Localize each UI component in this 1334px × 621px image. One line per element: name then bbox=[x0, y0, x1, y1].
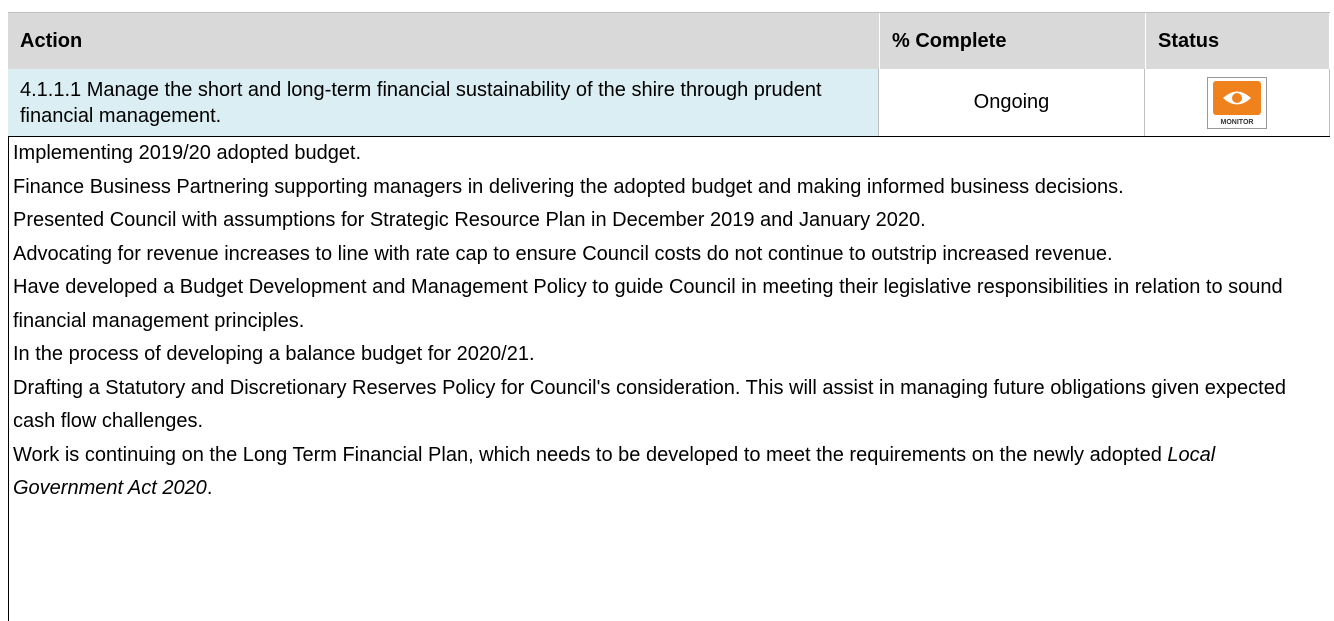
header-cell: % Complete bbox=[880, 13, 1146, 69]
note: Implementing 2019/20 adopted budget. bbox=[13, 142, 362, 164]
icon-label: MONITOR bbox=[1221, 119, 1254, 126]
note-end: . bbox=[206, 477, 213, 499]
note-italic: Local Government Act 2020 bbox=[13, 443, 1216, 500]
header-row: Action % Complete Status bbox=[8, 12, 1330, 69]
header-cell: Action bbox=[8, 13, 880, 69]
notes: Implementing 2019/20 adopted budget. Fina… bbox=[8, 137, 1330, 621]
note: Drafting a Statutory and Discretionary R… bbox=[13, 376, 1286, 433]
status-cell: MONITOR bbox=[1145, 69, 1330, 136]
action-cell: 4.1.1.1 Manage the short and long-term f… bbox=[8, 69, 879, 136]
monitor-icon: MONITOR bbox=[1207, 76, 1268, 129]
action-row: 4.1.1.1 Manage the short and long-term f… bbox=[8, 69, 1330, 137]
note: Presented Council with assumptions for S… bbox=[13, 209, 926, 231]
note: Work is continuing on the Long Term Fina… bbox=[13, 439, 1326, 506]
complete-cell: Ongoing bbox=[879, 69, 1146, 136]
note: Have developed a Budget Development and … bbox=[13, 276, 1283, 332]
note: Finance Business Partnering supporting m… bbox=[13, 175, 1124, 198]
header-cell: Status bbox=[1146, 13, 1330, 69]
pupil bbox=[1232, 92, 1243, 103]
note-text: Work is continuing on the Long Term Fina… bbox=[13, 443, 1168, 466]
note: In the process of developing a balance b… bbox=[13, 343, 535, 365]
table: Action % Complete Status 4.1.1.1 Manage … bbox=[8, 12, 1330, 621]
note: Advocating for revenue increases to line… bbox=[13, 242, 1113, 265]
